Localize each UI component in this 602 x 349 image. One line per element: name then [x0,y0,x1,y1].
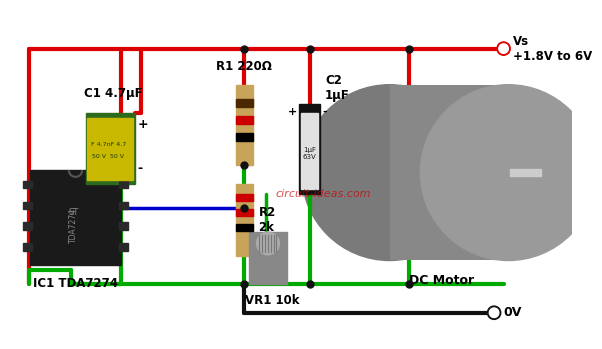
Bar [23,181,33,188]
Bar [31,170,120,265]
Bar [299,104,320,194]
Bar [235,194,253,201]
Bar [23,243,33,251]
Circle shape [489,308,499,318]
Text: -: - [322,106,327,117]
Bar [119,243,128,251]
Bar [85,113,135,185]
Text: IC1 TDA7274: IC1 TDA7274 [33,277,118,290]
Bar [235,133,253,141]
Text: circuit-ideas.com: circuit-ideas.com [275,189,371,199]
Bar [301,113,318,189]
Text: C2
1μF: C2 1μF [325,74,350,102]
Text: Vs
+1.8V to 6V: Vs +1.8V to 6V [513,35,592,62]
Text: R2
2k: R2 2k [258,206,276,234]
Bar [235,209,253,216]
Text: R1 220Ω: R1 220Ω [216,60,272,73]
Bar [23,202,33,209]
Circle shape [488,306,501,319]
Bar [510,169,541,176]
Bar [119,222,128,230]
Bar [235,185,253,256]
Bar [389,85,508,260]
Text: ST: ST [69,208,79,217]
Text: 0V: 0V [504,306,522,319]
Text: TDA7274: TDA7274 [69,208,78,243]
Text: +: + [288,106,297,117]
Text: 1μF
63V: 1μF 63V [303,147,317,160]
Bar [235,85,253,165]
Bar [23,222,33,230]
Circle shape [497,42,510,55]
Bar [87,118,133,180]
Circle shape [420,85,596,260]
Bar [235,224,253,231]
Text: +: + [138,118,149,131]
Text: C1 4.7μF: C1 4.7μF [84,87,142,100]
Text: -: - [138,162,143,175]
Text: F 4.7nF 4.7: F 4.7nF 4.7 [91,142,126,147]
Circle shape [499,44,508,53]
Bar [235,116,253,124]
Text: VR1 10k: VR1 10k [246,294,300,307]
Circle shape [302,85,477,260]
Text: DC Motor: DC Motor [409,274,474,287]
Circle shape [256,232,279,255]
Bar [119,202,128,209]
Bar [119,181,128,188]
Text: 50 V  50 V: 50 V 50 V [92,154,125,159]
Bar [249,232,287,284]
Bar [235,99,253,106]
